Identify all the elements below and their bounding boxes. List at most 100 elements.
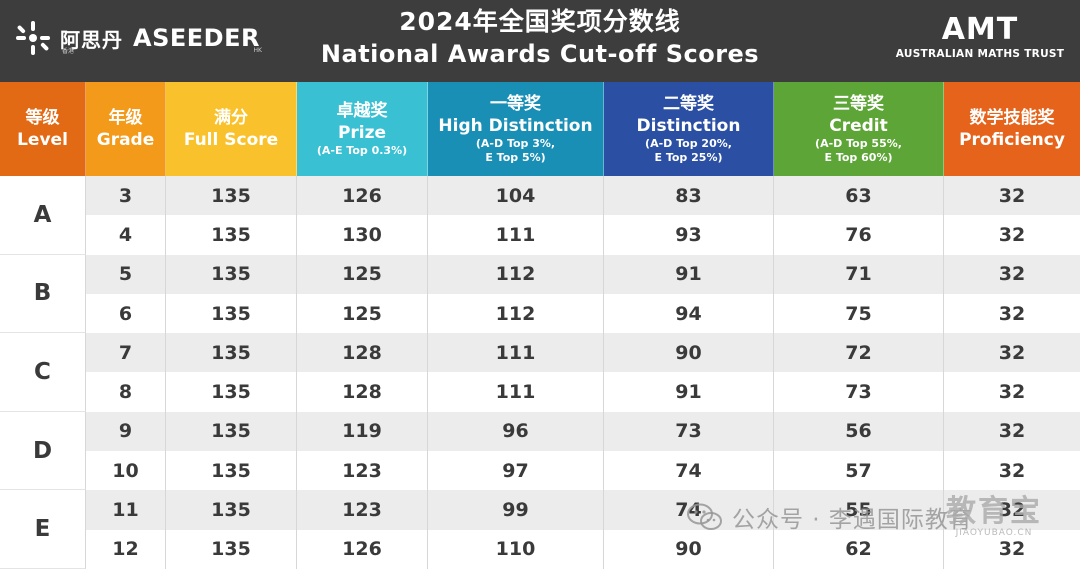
credit-cell: 55 bbox=[774, 490, 944, 530]
site-watermark-cn: 教育宝 bbox=[946, 494, 1042, 529]
prize-cell: 123 bbox=[297, 490, 428, 530]
full-score-cell: 135 bbox=[166, 293, 297, 334]
hd-cell: 104 bbox=[428, 176, 604, 216]
header-prize-note: (A-E Top 0.3%) bbox=[316, 144, 408, 157]
header-proficiency-en: Proficiency bbox=[959, 130, 1065, 150]
proficiency-cell: 32 bbox=[944, 254, 1080, 294]
credit-cell: 71 bbox=[774, 254, 944, 294]
header-level: 等级 Level bbox=[0, 82, 86, 176]
watermark: 公众号 · 李遇国际教育 bbox=[686, 500, 973, 534]
header-hd-en: High Distinction bbox=[438, 116, 593, 136]
amt-logo: AMT AUSTRALIAN MATHS TRUST bbox=[890, 12, 1070, 61]
grade-cell: 4 bbox=[86, 215, 166, 255]
header-grade-en: Grade bbox=[96, 130, 155, 150]
distinction-cell: 90 bbox=[604, 529, 774, 569]
hd-cell: 96 bbox=[428, 411, 604, 452]
proficiency-cell: 32 bbox=[944, 372, 1080, 412]
logo-cn-text: 阿思丹 bbox=[60, 27, 123, 52]
table-header: 等级 Level 年级 Grade 满分 Full Score 卓越奖 Priz… bbox=[0, 82, 1080, 176]
hd-cell: 99 bbox=[428, 490, 604, 530]
page-title: 2024年全国奖项分数线 National Awards Cut-off Sco… bbox=[300, 6, 780, 70]
grade-cell: 11 bbox=[86, 490, 166, 530]
full-score-cell: 135 bbox=[166, 451, 297, 491]
header-level-cn: 等级 bbox=[25, 108, 60, 128]
level-cell: C bbox=[0, 333, 86, 412]
distinction-cell: 83 bbox=[604, 176, 774, 216]
hd-cell: 111 bbox=[428, 215, 604, 255]
proficiency-cell: 32 bbox=[944, 215, 1080, 255]
aseeder-logo-icon bbox=[16, 21, 50, 55]
prize-cell: 125 bbox=[297, 293, 428, 334]
distinction-cell: 90 bbox=[604, 333, 774, 373]
header-prize: 卓越奖 Prize (A-E Top 0.3%) bbox=[297, 82, 428, 176]
header-hd-note-2: E Top 5%) bbox=[485, 151, 546, 164]
full-score-cell: 135 bbox=[166, 215, 297, 255]
distinction-cell: 73 bbox=[604, 411, 774, 452]
grade-cell: 7 bbox=[86, 333, 166, 373]
table-row: 8 135 128 111 91 73 32 bbox=[0, 372, 1080, 412]
header-prize-cn: 卓越奖 bbox=[336, 101, 388, 121]
full-score-cell: 135 bbox=[166, 254, 297, 294]
header-hd-note-1: (A-D Top 3%, bbox=[475, 137, 556, 150]
prize-cell: 123 bbox=[297, 451, 428, 491]
header-hd-cn: 一等奖 bbox=[490, 94, 541, 114]
hd-cell: 112 bbox=[428, 254, 604, 294]
credit-cell: 72 bbox=[774, 333, 944, 373]
credit-cell: 57 bbox=[774, 451, 944, 491]
header-distinction: 二等奖 Distinction (A-D Top 20%, E Top 25%) bbox=[604, 82, 774, 176]
hd-cell: 111 bbox=[428, 372, 604, 412]
full-score-cell: 135 bbox=[166, 411, 297, 452]
header-prize-en: Prize bbox=[337, 123, 387, 143]
full-score-cell: 135 bbox=[166, 333, 297, 373]
proficiency-cell: 32 bbox=[944, 411, 1080, 452]
distinction-cell: 94 bbox=[604, 293, 774, 334]
header-c-note-1: (A-D Top 55%, bbox=[815, 137, 902, 150]
distinction-cell: 91 bbox=[604, 254, 774, 294]
header-high-distinction: 一等奖 High Distinction (A-D Top 3%, E Top … bbox=[428, 82, 604, 176]
level-cell: B bbox=[0, 254, 86, 334]
title-cn: 2024年全国奖项分数线 bbox=[399, 7, 681, 36]
hd-cell: 110 bbox=[428, 529, 604, 569]
prize-cell: 128 bbox=[297, 333, 428, 373]
grade-cell: 8 bbox=[86, 372, 166, 412]
header-c-en: Credit bbox=[829, 116, 888, 136]
full-score-cell: 135 bbox=[166, 176, 297, 216]
table-row: 12 135 126 110 90 62 32 bbox=[0, 529, 1080, 569]
header-credit: 三等奖 Credit (A-D Top 55%, E Top 60%) bbox=[774, 82, 944, 176]
full-score-cell: 135 bbox=[166, 372, 297, 412]
full-score-cell: 135 bbox=[166, 490, 297, 530]
credit-cell: 76 bbox=[774, 215, 944, 255]
hd-cell: 97 bbox=[428, 451, 604, 491]
site-watermark: 教育宝 JIAOYUBAO.CN bbox=[946, 494, 1042, 539]
logo-en-text: ASEEDER bbox=[133, 24, 260, 52]
prize-cell: 119 bbox=[297, 411, 428, 452]
table-row: 3 135 126 104 83 63 32 bbox=[0, 176, 1080, 216]
grade-cell: 10 bbox=[86, 451, 166, 491]
aseeder-logo: 阿思丹 ASEEDER 香港 HK bbox=[14, 20, 262, 56]
proficiency-cell: 32 bbox=[944, 176, 1080, 216]
grade-cell: 12 bbox=[86, 529, 166, 569]
site-watermark-en: JIAOYUBAO.CN bbox=[955, 528, 1033, 538]
amt-logo-mark: AMT bbox=[941, 12, 1019, 47]
credit-cell: 73 bbox=[774, 372, 944, 412]
header-full-score-en: Full Score bbox=[183, 130, 279, 150]
hd-cell: 111 bbox=[428, 333, 604, 373]
distinction-cell: 93 bbox=[604, 215, 774, 255]
grade-cell: 3 bbox=[86, 176, 166, 216]
amt-logo-subtitle: AUSTRALIAN MATHS TRUST bbox=[895, 48, 1065, 60]
grade-cell: 6 bbox=[86, 293, 166, 334]
table-row: 6 135 125 112 94 75 32 bbox=[0, 293, 1080, 334]
header-proficiency-cn: 数学技能奖 bbox=[969, 108, 1055, 128]
proficiency-cell: 32 bbox=[944, 451, 1080, 491]
header-grade-cn: 年级 bbox=[108, 108, 143, 128]
prize-cell: 126 bbox=[297, 176, 428, 216]
header-proficiency: 数学技能奖 Proficiency bbox=[944, 82, 1080, 176]
logo-cn-subtext: 香港 bbox=[62, 48, 75, 55]
table-row: 9 135 119 96 73 56 32 bbox=[0, 411, 1080, 452]
table-row: 10 135 123 97 74 57 32 bbox=[0, 451, 1080, 491]
wechat-icon bbox=[687, 503, 722, 530]
prize-cell: 128 bbox=[297, 372, 428, 412]
credit-cell: 62 bbox=[774, 529, 944, 569]
header-full-score: 满分 Full Score bbox=[166, 82, 297, 176]
credit-cell: 56 bbox=[774, 411, 944, 452]
